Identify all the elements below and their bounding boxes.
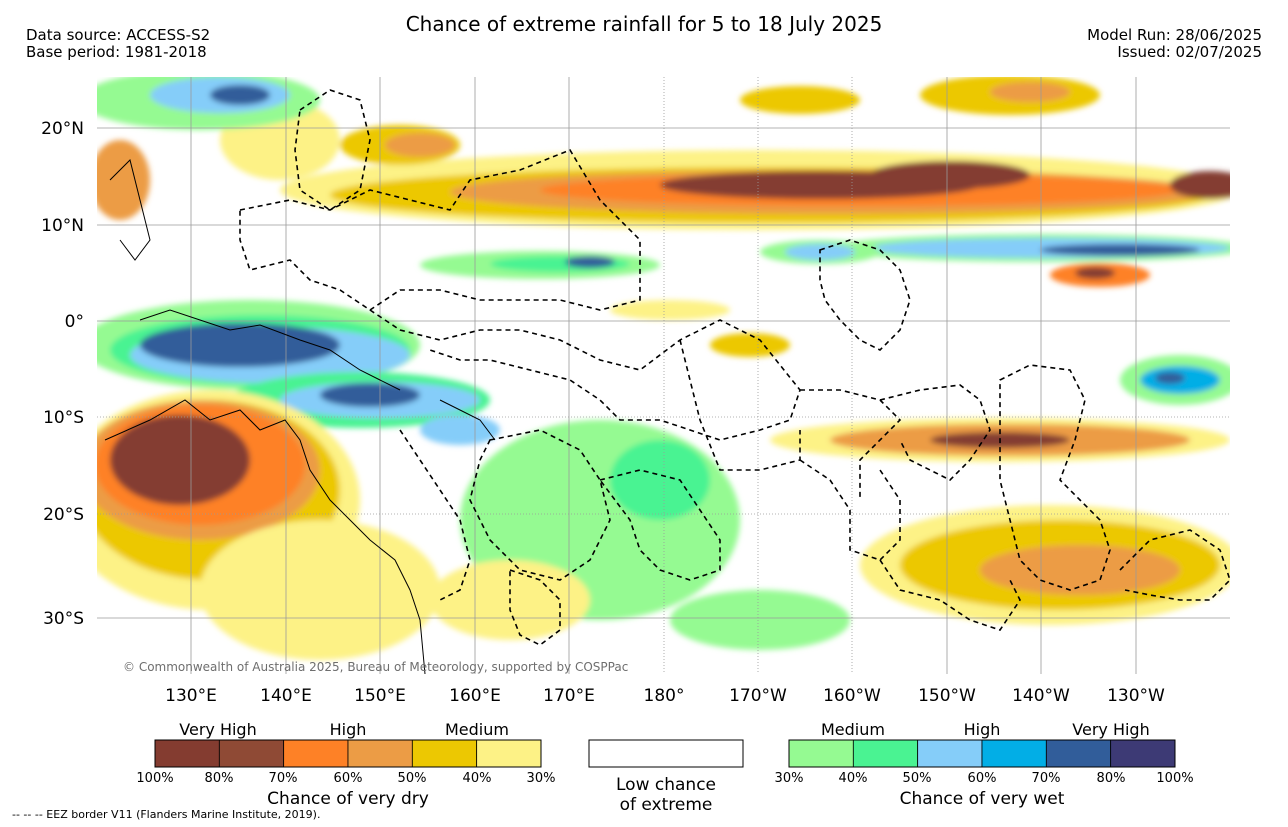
lat-label-30s: 30°S — [43, 609, 84, 629]
lon-label-130e: 130°E — [165, 686, 217, 706]
coastlines — [104, 159, 496, 674]
wet-swatch-1 — [852, 739, 919, 768]
wet-tick-40: 40% — [839, 771, 868, 786]
base-period: Base period: 1981-2018 — [26, 43, 207, 61]
legend-dry-swatches — [154, 739, 542, 768]
dry-swatch-4 — [411, 739, 478, 768]
lon-label-160w: 160°W — [823, 686, 881, 706]
source-info: Data source: ACCESS-S2 Base period: 1981… — [26, 27, 210, 61]
issued-date: Issued: 02/07/2025 — [1117, 43, 1262, 61]
legend-low-line1: Low chance — [616, 775, 716, 795]
legend-wet-high: High — [964, 720, 1001, 739]
eez-borders — [239, 89, 1230, 646]
dry-swatch-0 — [154, 739, 220, 768]
dry-swatch-2 — [283, 739, 349, 768]
dry-tick-50: 50% — [398, 771, 427, 786]
dry-tick-70: 70% — [269, 771, 298, 786]
wet-swatch-0 — [788, 739, 854, 768]
wet-tick-50: 50% — [903, 771, 932, 786]
lon-label-170w: 170°W — [729, 686, 787, 706]
wet-tick-60: 60% — [968, 771, 997, 786]
latitude-labels: 20°N 10°N 0° 10°S 20°S 30°S — [41, 119, 84, 629]
dry-tick-80: 80% — [205, 771, 234, 786]
dry-tick-30: 30% — [527, 771, 556, 786]
dry-swatch-3 — [347, 739, 413, 768]
lon-label-170e: 170°E — [543, 686, 595, 706]
legend-dry-title: Chance of very dry — [267, 789, 429, 809]
lon-label-160e: 160°E — [449, 686, 501, 706]
lon-label-180: 180° — [644, 686, 685, 706]
graticule — [97, 77, 1230, 674]
rainfall-field: © Commonwealth of Australia 2025, Bureau… — [97, 77, 1230, 674]
legend-low-line2: of extreme — [620, 795, 713, 815]
wet-swatch-5 — [1110, 739, 1176, 768]
map-title: Chance of extreme rainfall for 5 to 18 J… — [405, 12, 883, 36]
legend-low: Low chance of extreme — [588, 739, 744, 815]
legend-wet-medium: Medium — [821, 720, 885, 739]
wet-tick-80: 80% — [1097, 771, 1126, 786]
eez-footnote: -- -- -- EEZ border V11 (Flanders Marine… — [12, 808, 321, 821]
legend-dry-very-high: Very High — [179, 720, 256, 739]
lon-label-150e: 150°E — [354, 686, 406, 706]
longitude-labels: 130°E 140°E 150°E 160°E 170°E 180° 170°W… — [165, 686, 1165, 706]
lat-label-10s: 10°S — [43, 408, 84, 428]
legend-wet-swatches — [788, 739, 1176, 768]
wet-tick-70: 70% — [1032, 771, 1061, 786]
wet-tick-30: 30% — [775, 771, 804, 786]
lat-label-20s: 20°S — [43, 505, 84, 525]
legend-dry-high: High — [330, 720, 367, 739]
lon-label-130w: 130°W — [1107, 686, 1165, 706]
lat-label-10n: 10°N — [41, 216, 84, 236]
run-info: Model Run: 28/06/2025 Issued: 02/07/2025 — [1087, 27, 1262, 61]
dry-swatch-5 — [476, 739, 542, 768]
dry-tick-100: 100% — [136, 771, 173, 786]
wet-swatch-3 — [981, 739, 1047, 768]
legend-low-swatch — [588, 739, 744, 768]
lat-label-20n: 20°N — [41, 119, 84, 139]
wet-tick-100: 100% — [1156, 771, 1193, 786]
wet-swatch-4 — [1045, 739, 1112, 768]
data-source: Data source: ACCESS-S2 — [26, 26, 211, 44]
copyright-text: © Commonwealth of Australia 2025, Bureau… — [123, 660, 628, 674]
legend-wet: Medium High Very High 30% 40% 50% 60% 70… — [775, 720, 1194, 809]
legend-wet-title: Chance of very wet — [900, 789, 1065, 809]
wet-swatch-2 — [917, 739, 983, 768]
lon-label-150w: 150°W — [918, 686, 976, 706]
lon-label-140e: 140°E — [260, 686, 312, 706]
lat-label-0: 0° — [65, 312, 84, 332]
model-run: Model Run: 28/06/2025 — [1087, 26, 1262, 44]
legend-dry-medium: Medium — [445, 720, 509, 739]
dry-tick-40: 40% — [463, 771, 492, 786]
legend-dry: Very High High Medium 100% 80% 70% 60% 5… — [136, 720, 555, 809]
lon-label-140w: 140°W — [1012, 686, 1070, 706]
legend-wet-very-high: Very High — [1072, 720, 1149, 739]
dry-tick-60: 60% — [334, 771, 363, 786]
dry-swatch-1 — [218, 739, 285, 768]
